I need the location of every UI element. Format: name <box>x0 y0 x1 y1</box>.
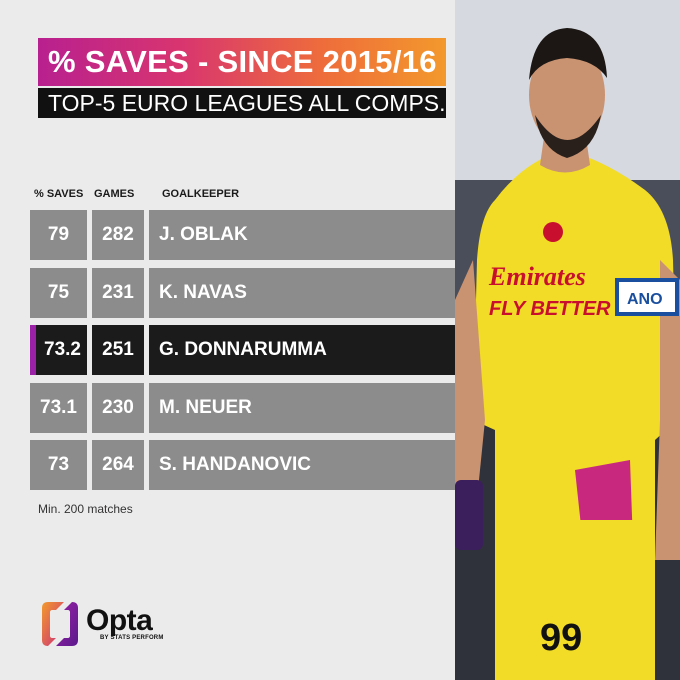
games-cell: 231 <box>92 267 144 318</box>
goalkeeper-cell: M. NEUER <box>149 382 455 433</box>
shirt-number: 99 <box>540 617 582 659</box>
sponsor-text-2: FLY BETTER <box>489 298 611 320</box>
header-goalkeeper: GOALKEEPER <box>162 188 240 200</box>
opta-logo: Opta BY STATS PERFORM <box>40 600 180 650</box>
table-row: 75 231 K. NAVAS <box>30 267 455 318</box>
player-photo: ANO Emirates FLY BETTER 99 <box>455 0 680 680</box>
goalkeeper-cell: J. OBLAK <box>149 210 455 260</box>
footnote: Min. 200 matches <box>38 502 133 516</box>
table-row: 73.2 251 G. DONNARUMMA <box>30 325 455 375</box>
table-row: 73 264 S. HANDANOVIC <box>30 440 455 490</box>
goalkeeper-illustration: ANO Emirates FLY BETTER 99 <box>455 0 680 680</box>
games-cell: 282 <box>92 210 144 260</box>
goalkeeper-cell: S. HANDANOVIC <box>149 440 455 490</box>
armband-text: ANO <box>627 291 663 308</box>
opta-wordmark: Opta <box>86 604 153 637</box>
games-cell: 264 <box>92 440 144 490</box>
sponsor-text-1: Emirates <box>488 262 586 291</box>
table-row: 79 282 J. OBLAK <box>30 210 455 260</box>
header-saves: % SAVES <box>34 188 84 200</box>
chart-subtitle: TOP-5 EURO LEAGUES ALL COMPS. <box>38 88 446 118</box>
saves-cell: 73 <box>30 440 87 490</box>
chart-title: % SAVES - SINCE 2015/16 <box>38 38 446 86</box>
games-cell: 251 <box>92 325 144 375</box>
games-cell: 230 <box>92 382 144 433</box>
table-row: 73.1 230 M. NEUER <box>30 382 455 433</box>
saves-cell: 73.1 <box>30 382 87 433</box>
goalkeeper-cell: K. NAVAS <box>149 267 455 318</box>
opta-logo-icon <box>42 602 78 646</box>
saves-cell: 73.2 <box>30 325 87 375</box>
saves-cell: 75 <box>30 267 87 318</box>
saves-cell: 79 <box>30 210 87 260</box>
goalkeeper-cell: G. DONNARUMMA <box>149 325 455 375</box>
opta-byline: BY STATS PERFORM <box>100 635 164 641</box>
header-games: GAMES <box>94 188 135 200</box>
